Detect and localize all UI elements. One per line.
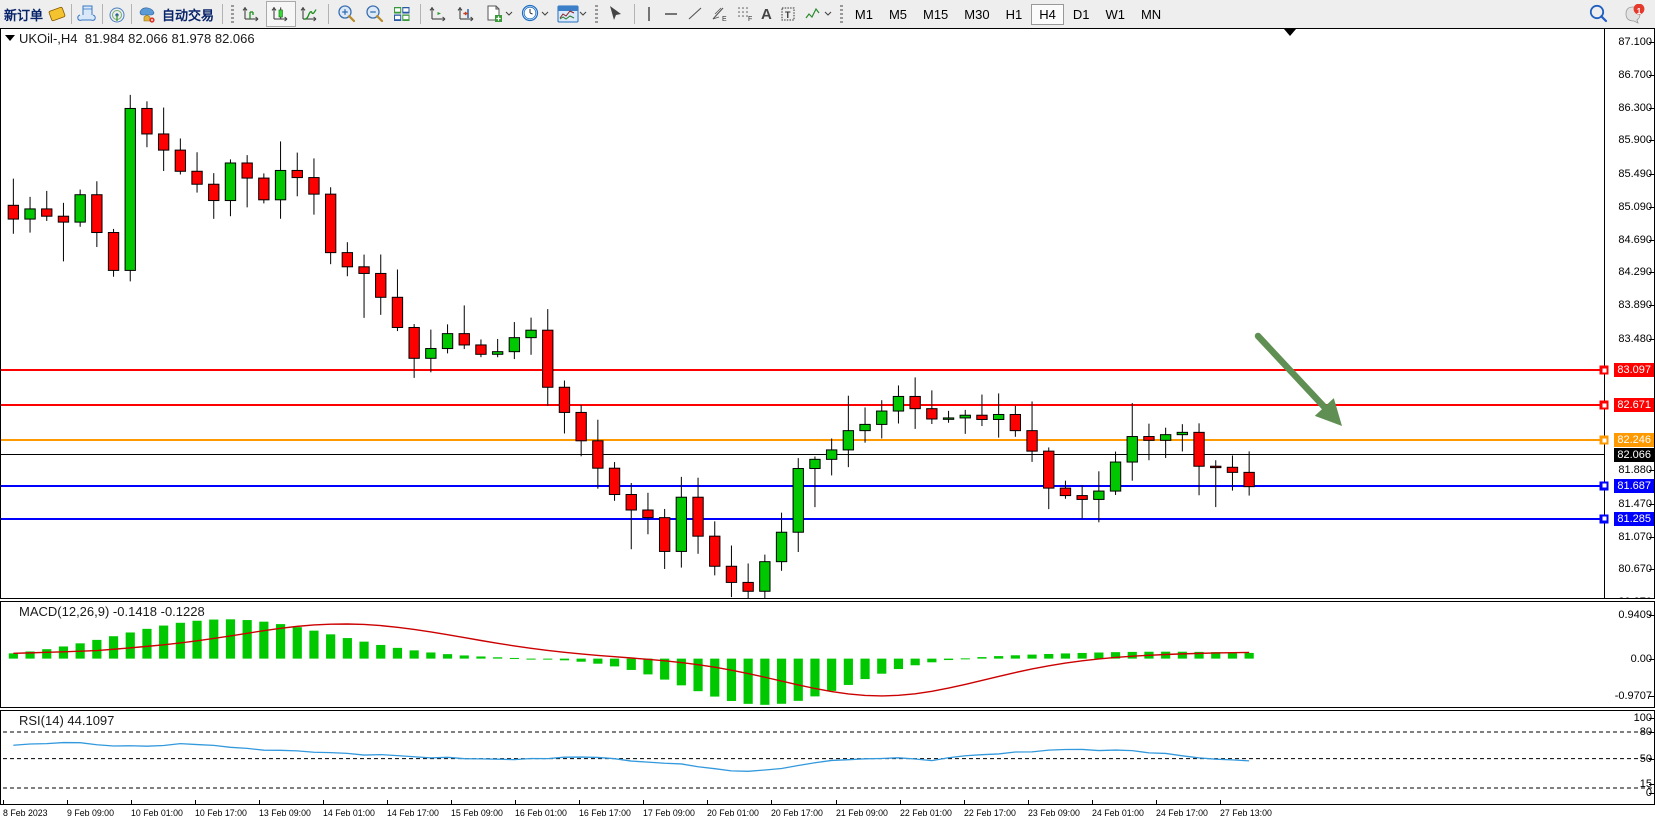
svg-text:F: F bbox=[748, 16, 752, 22]
svg-text:1: 1 bbox=[1637, 7, 1642, 16]
svg-text:T: T bbox=[785, 10, 791, 20]
svg-text:E: E bbox=[722, 16, 727, 22]
